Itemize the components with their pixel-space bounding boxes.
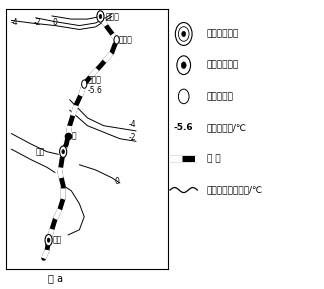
Text: 甲: 甲 <box>71 131 76 141</box>
Circle shape <box>82 80 87 88</box>
Circle shape <box>114 36 119 44</box>
Circle shape <box>181 62 186 68</box>
Text: 图 a: 图 a <box>48 273 63 283</box>
Circle shape <box>45 234 52 246</box>
Circle shape <box>179 89 189 104</box>
Circle shape <box>177 56 191 75</box>
Text: 年平均气温/℃: 年平均气温/℃ <box>207 123 247 132</box>
Text: 拉萨: 拉萨 <box>52 236 62 245</box>
Circle shape <box>99 14 102 18</box>
Text: -2: -2 <box>33 18 41 27</box>
Text: 安多: 安多 <box>36 147 45 156</box>
Circle shape <box>175 23 192 45</box>
Text: 年平均气温等値线/℃: 年平均气温等値线/℃ <box>207 186 263 194</box>
Text: 县级行政中心: 县级行政中心 <box>207 61 239 70</box>
Text: 乡镇、村庄: 乡镇、村庄 <box>207 92 233 101</box>
Text: -4: -4 <box>11 18 18 27</box>
Text: -5.6: -5.6 <box>87 86 102 95</box>
Text: 格尔木: 格尔木 <box>105 12 119 21</box>
Circle shape <box>182 31 186 37</box>
Circle shape <box>60 146 67 158</box>
Text: 五道梁: 五道梁 <box>87 76 101 85</box>
Circle shape <box>97 11 104 22</box>
Circle shape <box>47 238 50 242</box>
Text: -5.6: -5.6 <box>174 123 193 132</box>
Text: 西大滩: 西大滩 <box>119 35 133 45</box>
Text: -2: -2 <box>129 133 137 142</box>
Text: 铁 路: 铁 路 <box>207 154 220 163</box>
Text: -4: -4 <box>129 120 137 129</box>
Text: 0: 0 <box>114 177 119 186</box>
Circle shape <box>62 150 64 154</box>
Text: 0: 0 <box>52 18 58 27</box>
Text: 省级行政中心: 省级行政中心 <box>207 29 239 38</box>
